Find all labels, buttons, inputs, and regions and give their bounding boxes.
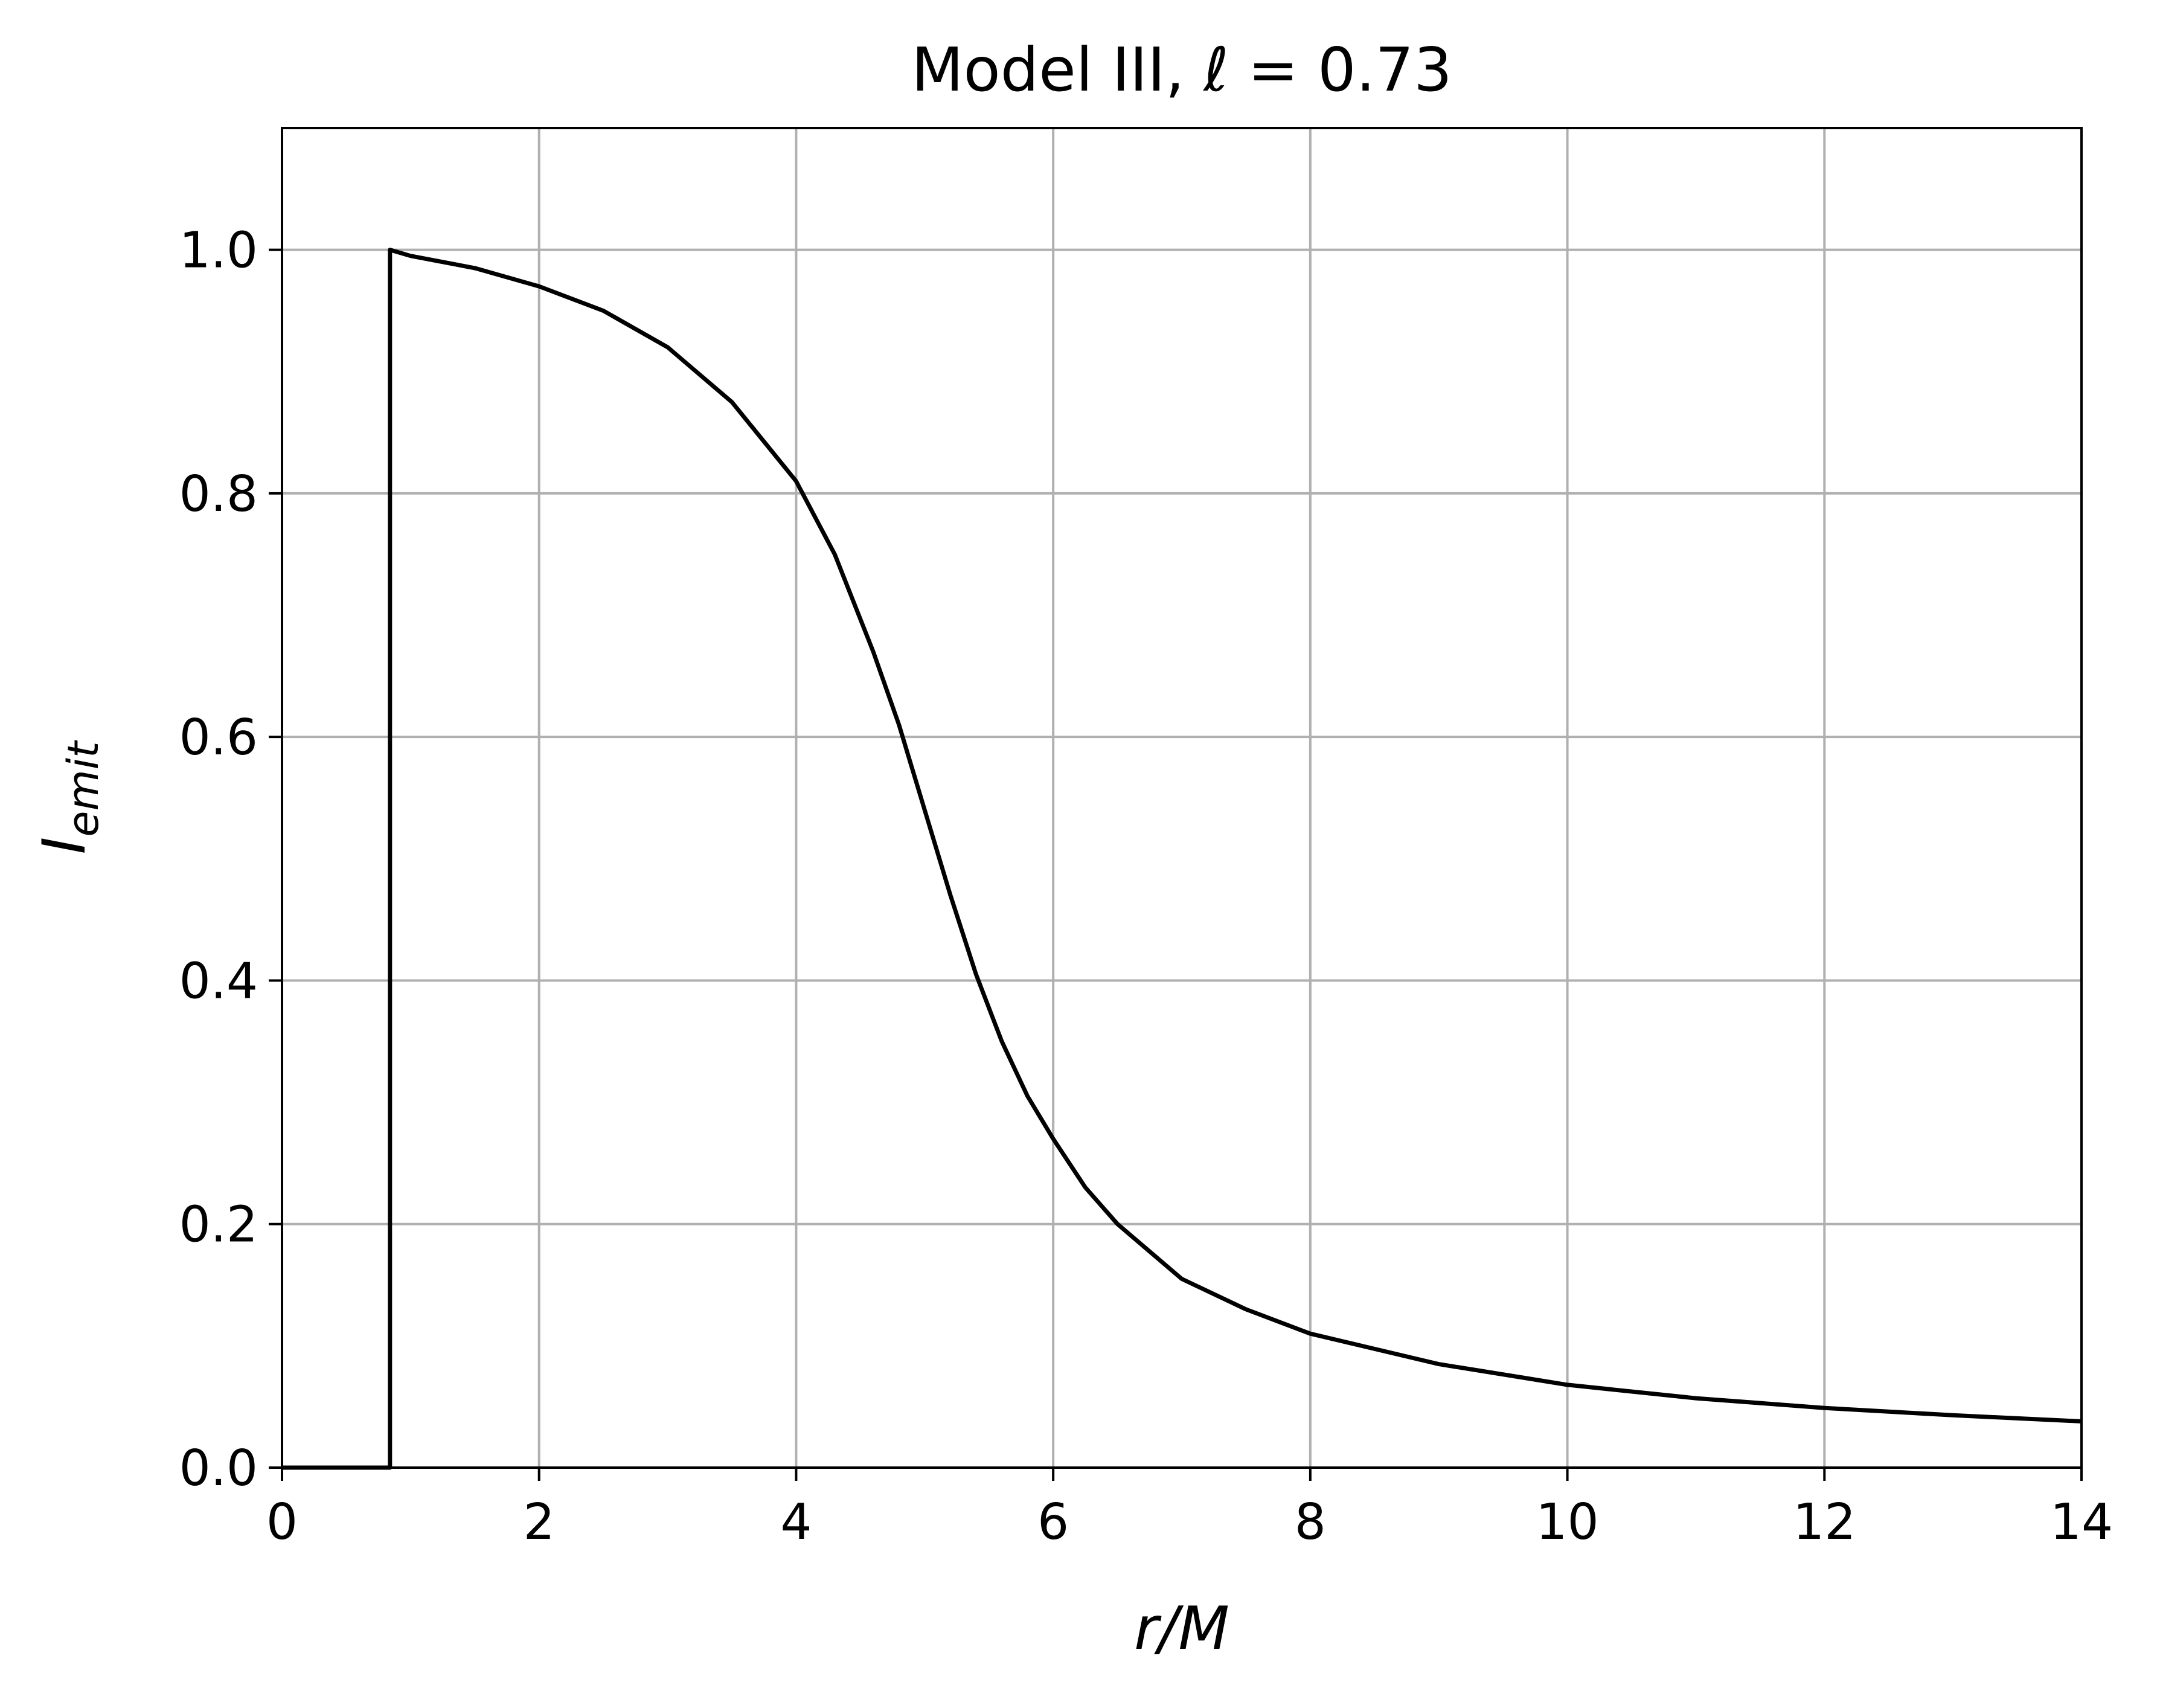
y-axis-label-base: I xyxy=(30,837,99,855)
chart-title-prefix: Model III, xyxy=(911,34,1203,105)
ticks: 0 2 4 6 8 10 12 14 0.0 0.2 0.4 0.6 0.8 1.0 xyxy=(179,222,2114,1551)
y-tick-label: 0.4 xyxy=(179,952,258,1010)
series-line xyxy=(282,248,2082,1470)
plot-frame xyxy=(281,127,2083,1469)
chart-title-symbol: ℓ xyxy=(1202,34,1228,105)
grid xyxy=(281,128,2083,1469)
y-tick-label: 0.6 xyxy=(179,709,258,766)
x-tick-label: 10 xyxy=(1536,1494,1598,1551)
x-tick-label: 4 xyxy=(780,1494,812,1551)
x-axis-label: r/M xyxy=(1134,1594,1229,1663)
svg-text:Iemit: Iemit xyxy=(30,740,108,855)
x-tick-label: 14 xyxy=(2050,1494,2113,1551)
chart-title-suffix: = 0.73 xyxy=(1229,34,1452,105)
series-layer xyxy=(282,248,2082,1470)
chart-title: Model III, ℓ = 0.73 xyxy=(911,34,1452,105)
y-tick-label: 0.8 xyxy=(179,466,258,523)
y-axis-label: Iemit xyxy=(30,740,108,855)
y-tick-label: 1.0 xyxy=(179,222,258,280)
y-tick-label: 0.0 xyxy=(179,1440,258,1497)
x-tick-label: 0 xyxy=(266,1494,298,1551)
y-tick-label: 0.2 xyxy=(179,1196,258,1254)
x-tick-label: 2 xyxy=(524,1494,555,1551)
x-tick-label: 6 xyxy=(1037,1494,1069,1551)
y-axis-label-subscript: emit xyxy=(59,740,108,837)
x-tick-label: 8 xyxy=(1295,1494,1326,1551)
x-tick-label: 12 xyxy=(1793,1494,1856,1551)
